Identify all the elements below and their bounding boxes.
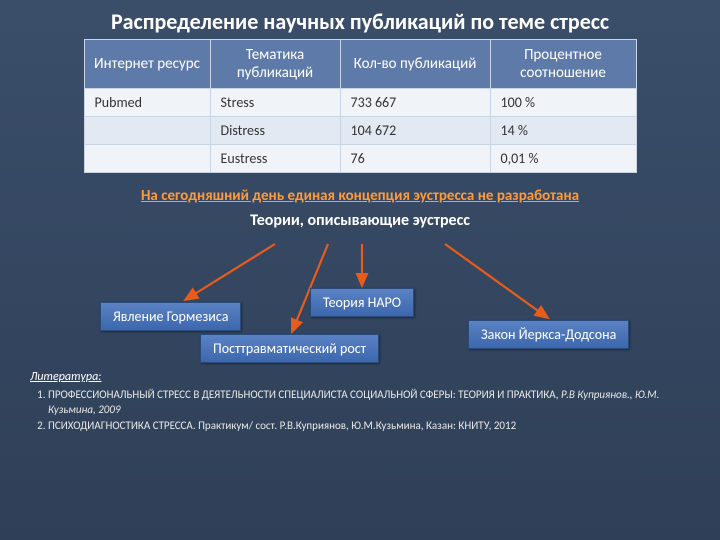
table-cell: Distress: [210, 117, 340, 145]
table-header: Тематика публикаций: [210, 40, 340, 89]
literature-list: ПРОФЕССИОНАЛЬНЫЙ СТРЕСС В ДЕЯТЕЛЬНОСТИ С…: [48, 388, 690, 434]
theory-node: Теория HAPO: [310, 288, 414, 317]
table-row: Distress104 67214 %: [84, 117, 636, 145]
table-cell: [84, 145, 210, 173]
theory-node: Закон Йеркса-Додсона: [468, 320, 629, 349]
theory-node: Явление Гормезиса: [100, 302, 241, 331]
table-cell: 104 672: [340, 117, 490, 145]
table-header: Интернет ресурс: [84, 40, 210, 89]
theories-diagram: Явление Гормезиса Теория HAPO Посттравмати…: [0, 230, 720, 370]
publications-table: Интернет ресурсТематика публикацийКол-во…: [84, 39, 637, 173]
note-text: На сегодняшний день единая концепция эус…: [0, 187, 720, 205]
table-cell: 14 %: [490, 117, 636, 145]
literature-item: ПРОФЕССИОНАЛЬНЫЙ СТРЕСС В ДЕЯТЕЛЬНОСТИ С…: [48, 388, 690, 418]
table-cell: 76: [340, 145, 490, 173]
table-row: Eustress760,01 %: [84, 145, 636, 173]
theories-subtitle: Теории, описывающие эустресс: [0, 211, 720, 230]
table-cell: 733 667: [340, 89, 490, 117]
table-header: Процентное соотношение: [490, 40, 636, 89]
table-cell: Stress: [210, 89, 340, 117]
table-cell: 0,01 %: [490, 145, 636, 173]
table-cell: 100 %: [490, 89, 636, 117]
literature-item: ПСИХОДИАГНОСТИКА СТРЕССА. Практикум/ сос…: [48, 419, 690, 434]
table-cell: [84, 117, 210, 145]
theory-node: Посттравматический рост: [200, 334, 379, 363]
table-cell: Pubmed: [84, 89, 210, 117]
table-row: PubmedStress733 667100 %: [84, 89, 636, 117]
table-cell: Eustress: [210, 145, 340, 173]
page-title: Распределение научных публикаций по теме…: [0, 0, 720, 39]
table-header: Кол-во публикаций: [340, 40, 490, 89]
literature-heading: Литература:: [30, 370, 720, 384]
